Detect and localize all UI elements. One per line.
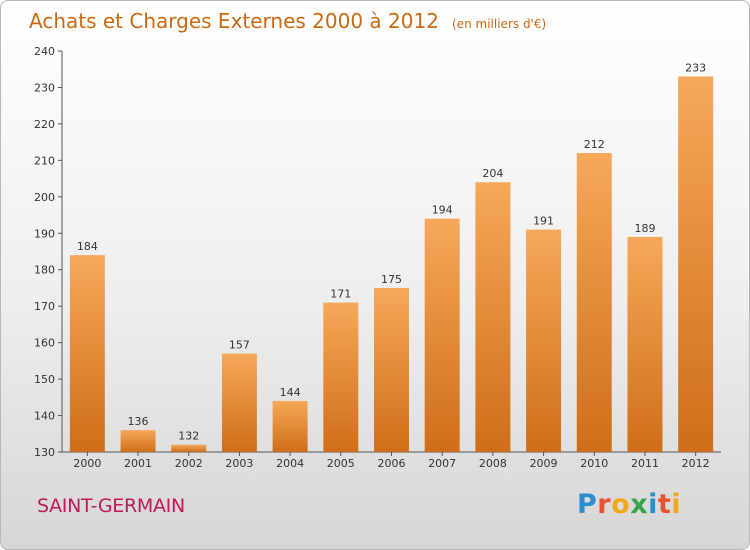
logo-letter: t	[657, 489, 672, 520]
value-label-2001: 136	[128, 415, 149, 428]
bar-2006	[374, 287, 409, 452]
y-tick-label: 230	[34, 81, 55, 94]
y-tick-label: 160	[34, 337, 55, 350]
x-tick-label-2000: 2000	[73, 457, 101, 470]
bars-group	[69, 76, 714, 452]
y-tick-label: 190	[34, 227, 55, 240]
value-labels-group: 184 136 132 157 144 171 175 194 204 191 212 189 233	[77, 62, 706, 443]
bar-2003	[221, 353, 257, 452]
x-tick-label-2010: 2010	[580, 457, 608, 470]
logo-letter: i	[648, 489, 658, 520]
y-tick-label: 130	[34, 446, 55, 459]
y-tick-label: 180	[34, 264, 55, 277]
value-label-2000: 184	[77, 240, 98, 253]
bar-2007	[424, 218, 460, 452]
bar-2001	[120, 430, 156, 452]
value-label-2010: 212	[584, 138, 605, 151]
logo-letter: i	[671, 489, 682, 520]
bar-2012	[678, 76, 714, 452]
title-row: Achats et Charges Externes 2000 à 2012 (…	[29, 9, 546, 33]
y-tick-label: 220	[34, 118, 55, 131]
chart-subtitle: (en milliers d'€)	[452, 17, 547, 31]
logo-letter: r	[597, 489, 612, 520]
proxiti-logo[interactable]: Proxiti	[577, 489, 681, 520]
x-tick-label-2007: 2007	[428, 457, 456, 470]
value-label-2003: 157	[229, 339, 250, 352]
y-tick-label: 140	[34, 410, 55, 423]
value-label-2002: 132	[178, 430, 199, 443]
x-tick-label-2009: 2009	[530, 457, 558, 470]
value-label-2008: 204	[482, 167, 503, 180]
x-tick-label-2001: 2001	[124, 457, 152, 470]
value-label-2009: 191	[533, 215, 554, 228]
value-label-2007: 194	[432, 204, 453, 217]
bar-2000	[69, 255, 105, 452]
x-tick-label-2008: 2008	[479, 457, 507, 470]
value-label-2006: 175	[381, 273, 402, 286]
bar-2008	[475, 182, 511, 452]
x-tick-label-2002: 2002	[175, 457, 203, 470]
y-tick-label: 210	[34, 154, 55, 167]
y-tick-label: 170	[34, 300, 55, 313]
bar-2005	[323, 302, 359, 452]
y-tick-label: 150	[34, 373, 55, 386]
x-tick-label-2006: 2006	[378, 457, 406, 470]
x-tick-label-2003: 2003	[225, 457, 253, 470]
value-label-2004: 144	[280, 386, 301, 399]
logo-letter: P	[577, 489, 598, 520]
y-tick-label: 200	[34, 191, 55, 204]
x-tick-label-2004: 2004	[276, 457, 304, 470]
value-label-2011: 189	[634, 222, 655, 235]
logo-letter: x	[630, 489, 649, 520]
bar-2004	[272, 400, 308, 452]
y-tick-label: 240	[34, 45, 55, 58]
x-tick-label-2005: 2005	[327, 457, 355, 470]
bar-2011	[627, 236, 663, 452]
x-tick-label-2011: 2011	[631, 457, 659, 470]
x-tick-label-2012: 2012	[682, 457, 710, 470]
bar-2010	[576, 153, 612, 452]
commune-name: SAINT-GERMAIN	[37, 495, 185, 517]
value-label-2012: 233	[685, 62, 706, 75]
chart-title: Achats et Charges Externes 2000 à 2012	[29, 9, 439, 33]
value-label-2005: 171	[330, 288, 351, 301]
logo-letter: o	[611, 489, 631, 520]
bar-2002	[171, 444, 207, 452]
y-axis: 130 140 150 160 170 180 190 200 210 220 230 240	[34, 45, 63, 459]
bar-2009	[526, 229, 562, 452]
x-axis: 2000 2001 2002 2003 2004 2005 2006 2007 2008 2009…	[62, 451, 721, 470]
